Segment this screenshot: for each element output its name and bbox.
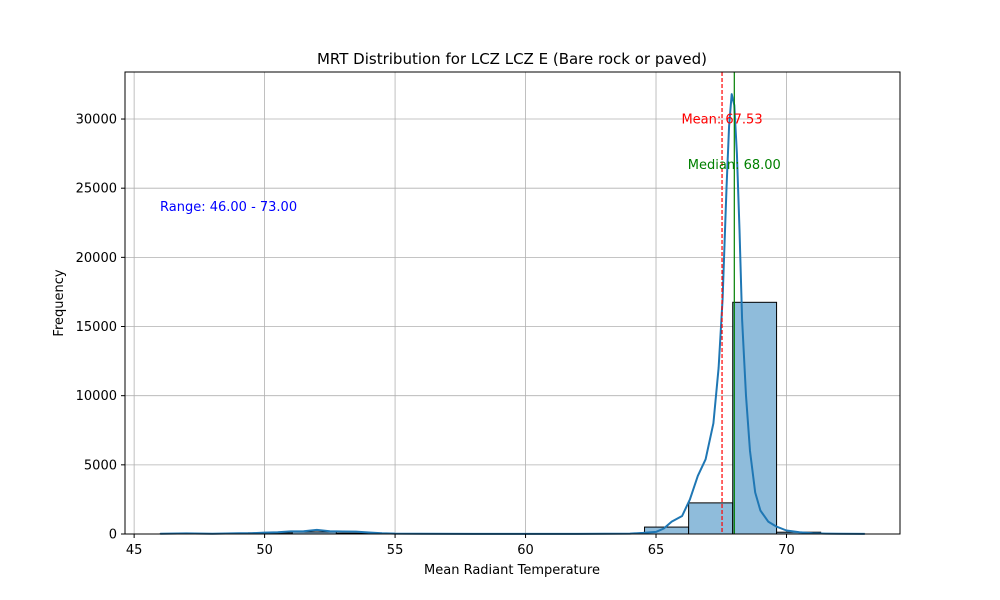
x-axis-label: Mean Radiant Temperature bbox=[424, 563, 600, 578]
x-tick-label: 55 bbox=[387, 543, 404, 558]
median-annotation: Median: 68.00 bbox=[688, 158, 781, 173]
reference-lines bbox=[721, 72, 735, 534]
x-tick-label: 50 bbox=[256, 543, 273, 558]
y-tick-label: 0 bbox=[109, 528, 117, 543]
kde-curve bbox=[160, 93, 865, 535]
x-axis-ticks: 45 50 55 60 65 70 bbox=[126, 534, 795, 558]
x-tick-label: 70 bbox=[778, 543, 795, 558]
x-tick-label: 65 bbox=[648, 543, 665, 558]
plot-area-frame bbox=[124, 71, 901, 535]
y-tick-label: 30000 bbox=[76, 113, 117, 128]
y-tick-label: 5000 bbox=[84, 458, 117, 473]
y-tick-label: 20000 bbox=[76, 251, 117, 266]
range-annotation: Range: 46.00 - 73.00 bbox=[160, 200, 297, 215]
y-tick-label: 10000 bbox=[76, 389, 117, 404]
histogram-bar bbox=[732, 301, 778, 535]
y-axis-ticks: 0 5000 10000 15000 20000 25000 30000 bbox=[76, 113, 125, 543]
x-tick-label: 45 bbox=[126, 543, 143, 558]
histogram-bar bbox=[688, 502, 734, 535]
y-tick-label: 15000 bbox=[76, 320, 117, 335]
y-axis-label: Frequency bbox=[52, 269, 67, 336]
y-tick-label: 25000 bbox=[76, 182, 117, 197]
kde-curve-group bbox=[160, 93, 865, 535]
chart-title: MRT Distribution for LCZ LCZ E (Bare roc… bbox=[317, 50, 707, 68]
x-tick-label: 60 bbox=[517, 543, 534, 558]
mean-annotation: Mean: 67.53 bbox=[681, 113, 762, 128]
